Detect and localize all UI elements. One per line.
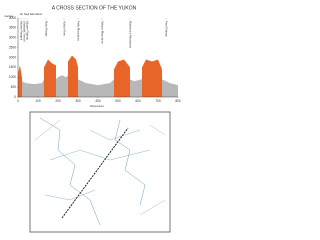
y-tick-label: 3500 — [9, 26, 16, 30]
area — [114, 59, 130, 97]
chart-title: A CROSS SECTION OF THE YUKON — [52, 5, 137, 11]
river — [44, 129, 151, 201]
x-tick-label: 100 — [35, 99, 41, 103]
y-tick-label: 0 — [14, 95, 16, 99]
annotation: Shakwak Trench — [22, 21, 26, 42]
annotation: Kluane Ranges — [19, 21, 23, 41]
x-axis-label: kilometres — [90, 104, 104, 108]
annotation: Pelly Mountains — [76, 21, 80, 41]
area — [44, 59, 56, 97]
x-tick-label: 300 — [75, 99, 81, 103]
x-tick-label: 800 — [175, 99, 181, 103]
map — [29, 111, 171, 233]
annotation: Peel Plateau — [164, 21, 168, 37]
x-tick-label: 0 — [17, 99, 19, 103]
x-tick-label: 500 — [115, 99, 121, 103]
y-tick-label: 1500 — [9, 65, 16, 69]
section-line — [61, 127, 129, 219]
boundary — [34, 119, 166, 216]
area — [18, 73, 178, 97]
annotation: Yukon River — [62, 21, 66, 36]
map-frame — [29, 111, 171, 233]
y-tick-label: 4000 — [9, 16, 16, 20]
x-tick-label: 700 — [155, 99, 161, 103]
y-tick-label: 1000 — [9, 75, 16, 79]
x-tick-label: 200 — [55, 99, 61, 103]
area — [142, 59, 162, 97]
annotation: Mackenzie Mountains — [128, 21, 132, 49]
annotation: Kluane Plateau — [25, 21, 29, 40]
page: A CROSS SECTION OF THE YUKON Ht Sea Elev… — [4, 5, 181, 233]
area — [18, 65, 22, 97]
y-axis-label: metres — [4, 14, 14, 18]
river — [114, 119, 146, 206]
area — [68, 55, 78, 97]
subtitle: Ht Sea Elevation — [20, 12, 43, 16]
y-tick-label: 500 — [11, 85, 17, 89]
x-tick-label: 400 — [95, 99, 101, 103]
y-tick-label: 2000 — [9, 55, 16, 59]
annotation: Selwyn Mountains — [100, 21, 104, 44]
river — [39, 117, 101, 226]
x-tick-label: 600 — [135, 99, 141, 103]
y-tick-label: 3000 — [9, 36, 16, 40]
annotation: Ruby Range — [44, 21, 48, 37]
y-tick-label: 2500 — [9, 45, 16, 49]
